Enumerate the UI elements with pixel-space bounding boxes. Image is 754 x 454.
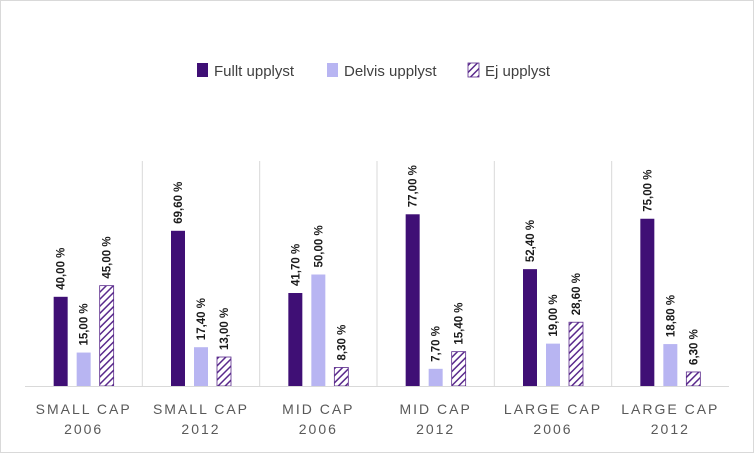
data-label-1-cat-3: 41,70 % [290,244,302,286]
bar-1-cat-3 [288,293,303,386]
bar-1-cat-2 [171,230,185,386]
bar-1-cat-4 [405,214,420,386]
bar-3-cat-6 [685,371,701,387]
bar-3-cat-1 [99,285,115,387]
bar-1-cat-5 [523,269,537,386]
category-label-6-line-2: 2012 [651,421,690,437]
data-label-2-cat-5: 19,00 % [548,294,560,336]
bar-2-cat-2 [194,347,208,386]
legend-swatch-3 [467,62,480,78]
bar-2-cat-4 [428,368,443,386]
category-label-5-line-1: LARGE CAP [504,401,602,417]
category-label-4-line-1: MID CAP [399,401,471,417]
data-label-1-cat-1: 40,00 % [56,248,68,290]
category-separators [141,161,613,386]
data-label-1-cat-5: 52,40 % [525,220,537,262]
data-label-2-cat-3: 50,00 % [313,225,325,267]
legend-swatch-1 [197,63,208,77]
legend-label-3: Ej upplyst [485,63,551,80]
bar-3-cat-4 [451,351,467,387]
category-label-6-line-1: LARGE CAP [621,401,719,417]
data-label-3-cat-2: 13,00 % [219,308,231,350]
bar-1-cat-6 [640,218,655,386]
legend: Fullt upplyst Delvis upplyst Ej upplyst [197,62,551,80]
bars [53,214,701,387]
data-label-3-cat-4: 15,40 % [454,302,466,344]
data-label-3-cat-6: 6,30 % [688,329,700,365]
data-label-3-cat-3: 8,30 % [336,325,348,361]
bar-3-cat-3 [333,367,349,387]
category-label-2-line-1: SMALL CAP [153,401,249,417]
legend-swatch-2 [327,63,338,77]
data-label-2-cat-1: 15,00 % [79,303,91,345]
bar-1-cat-1 [53,296,68,386]
bar-2-cat-1 [76,352,91,386]
bar-2-cat-6 [663,344,678,386]
data-label-3-cat-5: 28,60 % [571,273,583,315]
data-label-3-cat-1: 45,00 % [102,236,114,278]
data-label-2-cat-2: 17,40 % [196,298,208,340]
data-label-1-cat-6: 75,00 % [642,170,654,212]
bar-3-cat-5 [568,321,584,387]
data-label-1-cat-4: 77,00 % [408,165,420,207]
data-label-1-cat-2: 69,60 % [173,182,185,224]
category-label-4-line-2: 2012 [416,421,455,437]
legend-label-1: Fullt upplyst [214,63,295,80]
category-label-5-line-2: 2006 [533,421,572,437]
category-label-1-line-2: 2006 [64,421,103,437]
legend-label-2: Delvis upplyst [344,63,437,80]
value-labels: 40,00 % 15,00 % 45,00 % 69,60 % 17,40 % 13,00… [56,165,701,365]
category-label-2-line-2: 2012 [181,421,220,437]
data-label-2-cat-4: 7,70 % [431,326,443,362]
bar-2-cat-5 [546,343,560,386]
bar-2-cat-3 [311,274,326,386]
category-labels: SMALL CAP 2006 SMALL CAP 2012 MID CAP 2006 MID… [36,401,719,437]
data-label-2-cat-6: 18,80 % [665,295,677,337]
category-label-1-line-1: SMALL CAP [36,401,132,417]
category-label-3-line-2: 2006 [299,421,338,437]
category-label-3-line-1: MID CAP [282,401,354,417]
bar-3-cat-2 [216,356,232,387]
